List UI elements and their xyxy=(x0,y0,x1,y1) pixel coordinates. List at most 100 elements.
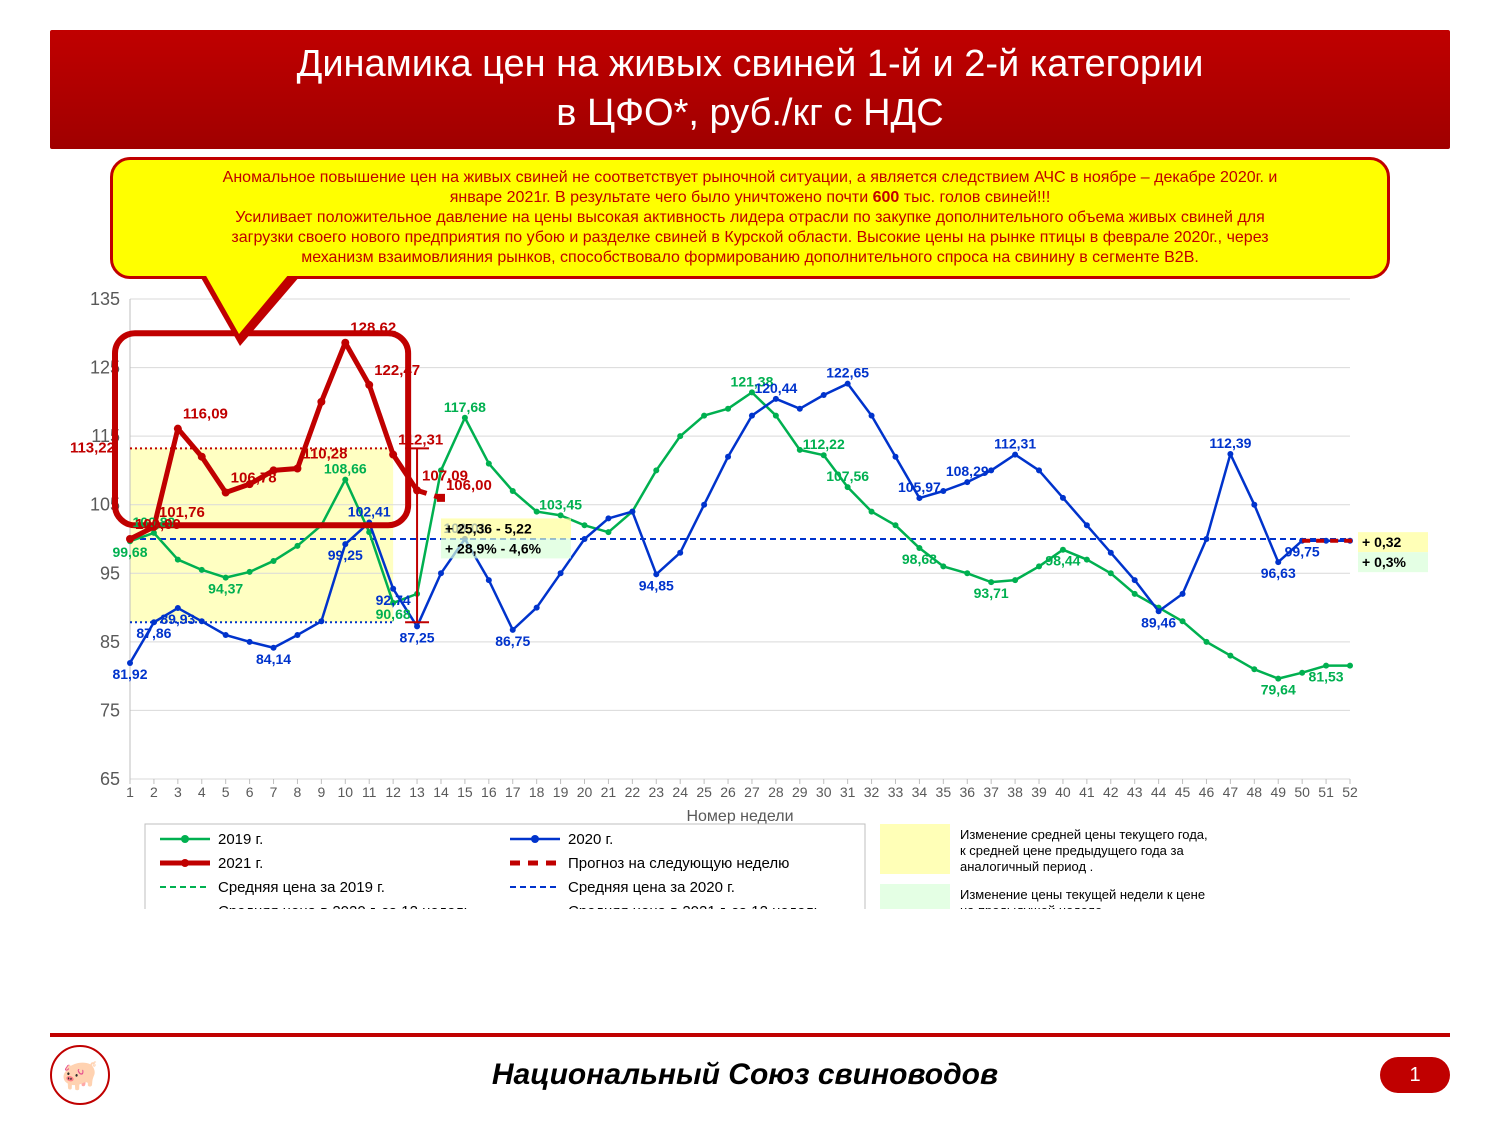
svg-text:99,68: 99,68 xyxy=(112,544,147,560)
svg-text:117,68: 117,68 xyxy=(444,399,486,415)
svg-text:21: 21 xyxy=(601,784,617,800)
svg-text:19: 19 xyxy=(553,784,569,800)
svg-text:105,97: 105,97 xyxy=(898,479,941,495)
svg-text:4: 4 xyxy=(198,784,206,800)
svg-text:47: 47 xyxy=(1223,784,1239,800)
svg-text:103,45: 103,45 xyxy=(539,496,582,512)
svg-text:аналогичный период .: аналогичный период . xyxy=(960,859,1093,874)
svg-text:86,75: 86,75 xyxy=(495,633,530,649)
svg-text:2: 2 xyxy=(150,784,158,800)
svg-text:92,74: 92,74 xyxy=(376,592,411,608)
svg-text:84,14: 84,14 xyxy=(256,651,291,667)
svg-text:25: 25 xyxy=(696,784,712,800)
svg-text:110,28: 110,28 xyxy=(302,445,347,462)
svg-text:81,53: 81,53 xyxy=(1309,668,1344,684)
price-chart: 6575859510511512513512345678910111213141… xyxy=(50,289,1450,909)
svg-text:36: 36 xyxy=(959,784,975,800)
svg-text:99,25: 99,25 xyxy=(328,547,363,563)
svg-text:122,65: 122,65 xyxy=(826,364,869,380)
svg-text:38: 38 xyxy=(1007,784,1023,800)
svg-text:28: 28 xyxy=(768,784,784,800)
svg-text:18: 18 xyxy=(529,784,545,800)
svg-text:33: 33 xyxy=(888,784,904,800)
svg-text:31: 31 xyxy=(840,784,856,800)
svg-text:1: 1 xyxy=(126,784,134,800)
svg-text:44: 44 xyxy=(1151,784,1167,800)
svg-text:на предыдущей неделе.: на предыдущей неделе. xyxy=(960,903,1106,909)
svg-text:Изменение цены текущей недели: Изменение цены текущей недели к цене xyxy=(960,887,1205,902)
svg-text:120,44: 120,44 xyxy=(754,380,797,396)
svg-text:к средней цене предыдущего год: к средней цене предыдущего года за xyxy=(960,843,1184,858)
svg-text:29: 29 xyxy=(792,784,808,800)
svg-text:45: 45 xyxy=(1175,784,1191,800)
svg-text:46: 46 xyxy=(1199,784,1215,800)
footer: 🐖 Национальный Союз свиноводов 1 xyxy=(50,1033,1450,1105)
logo-icon: 🐖 xyxy=(50,1045,110,1105)
svg-text:9: 9 xyxy=(317,784,325,800)
page-number-badge: 1 xyxy=(1380,1057,1450,1093)
svg-text:Средняя цена за 2019 г.: Средняя цена за 2019 г. xyxy=(218,879,385,896)
svg-text:87,86: 87,86 xyxy=(136,625,171,641)
svg-text:49: 49 xyxy=(1270,784,1286,800)
svg-text:65: 65 xyxy=(100,769,120,789)
svg-text:+ 0,3%: + 0,3% xyxy=(1362,554,1407,570)
svg-text:2020 г.: 2020 г. xyxy=(568,831,613,848)
svg-text:+ 28,9% - 4,6%: + 28,9% - 4,6% xyxy=(445,540,542,556)
svg-text:43: 43 xyxy=(1127,784,1143,800)
svg-text:6: 6 xyxy=(246,784,254,800)
svg-text:39: 39 xyxy=(1031,784,1047,800)
svg-text:112,31: 112,31 xyxy=(994,435,1036,451)
svg-text:112,39: 112,39 xyxy=(1209,435,1251,451)
svg-text:85: 85 xyxy=(100,632,120,652)
svg-text:42: 42 xyxy=(1103,784,1119,800)
svg-text:40: 40 xyxy=(1055,784,1071,800)
svg-text:15: 15 xyxy=(457,784,473,800)
svg-text:17: 17 xyxy=(505,784,521,800)
svg-text:95: 95 xyxy=(100,563,120,583)
svg-text:13: 13 xyxy=(409,784,425,800)
svg-text:Номер недели: Номер недели xyxy=(686,808,793,825)
svg-text:48: 48 xyxy=(1247,784,1263,800)
svg-text:96,63: 96,63 xyxy=(1261,565,1296,581)
svg-text:79,64: 79,64 xyxy=(1261,681,1296,697)
svg-text:Прогноз на следующую неделю: Прогноз на следующую неделю xyxy=(568,855,789,872)
svg-text:35: 35 xyxy=(936,784,952,800)
svg-text:108,29: 108,29 xyxy=(946,463,989,479)
svg-text:116,09: 116,09 xyxy=(183,405,228,422)
svg-text:107,56: 107,56 xyxy=(826,468,869,484)
svg-text:Средняя цена за 2020 г.: Средняя цена за 2020 г. xyxy=(568,879,735,896)
svg-text:8: 8 xyxy=(294,784,302,800)
svg-text:122,47: 122,47 xyxy=(374,362,420,379)
svg-text:89,46: 89,46 xyxy=(1141,614,1176,630)
svg-text:30: 30 xyxy=(816,784,832,800)
svg-text:14: 14 xyxy=(433,784,449,800)
svg-text:93,71: 93,71 xyxy=(974,585,1009,601)
svg-text:112,31: 112,31 xyxy=(398,431,443,448)
svg-text:24: 24 xyxy=(672,784,688,800)
svg-text:11: 11 xyxy=(362,784,377,800)
svg-text:22: 22 xyxy=(625,784,641,800)
svg-text:108,66: 108,66 xyxy=(324,460,367,476)
svg-text:135: 135 xyxy=(90,289,120,309)
footer-title: Национальный Союз свиноводов xyxy=(110,1058,1380,1092)
svg-text:2019 г.: 2019 г. xyxy=(218,831,263,848)
svg-text:+ 25,36 - 5,22: + 25,36 - 5,22 xyxy=(445,520,532,536)
svg-text:89,93: 89,93 xyxy=(160,611,195,627)
svg-text:106,78: 106,78 xyxy=(231,469,277,486)
svg-text:5: 5 xyxy=(222,784,230,800)
svg-text:3: 3 xyxy=(174,784,182,800)
svg-text:113,22: 113,22 xyxy=(70,439,115,456)
svg-text:20: 20 xyxy=(577,784,593,800)
svg-text:+ 0,32: + 0,32 xyxy=(1362,534,1402,550)
svg-text:Изменение средней цены текущег: Изменение средней цены текущего года, xyxy=(960,827,1208,842)
svg-text:7: 7 xyxy=(270,784,278,800)
svg-text:Средняя цена в 2020 г. за 12 н: Средняя цена в 2020 г. за 12 недель xyxy=(218,903,472,909)
svg-text:27: 27 xyxy=(744,784,760,800)
svg-text:2021 г.: 2021 г. xyxy=(218,855,263,872)
callout-bubble: Аномальное повышение цен на живых свиней… xyxy=(110,157,1390,279)
svg-text:10: 10 xyxy=(338,784,354,800)
svg-text:90,68: 90,68 xyxy=(376,606,411,622)
svg-text:23: 23 xyxy=(648,784,664,800)
svg-text:Средняя цена в 2021 г. за 12 н: Средняя цена в 2021 г. за 12 недель xyxy=(568,903,822,909)
svg-text:112,22: 112,22 xyxy=(803,436,845,452)
